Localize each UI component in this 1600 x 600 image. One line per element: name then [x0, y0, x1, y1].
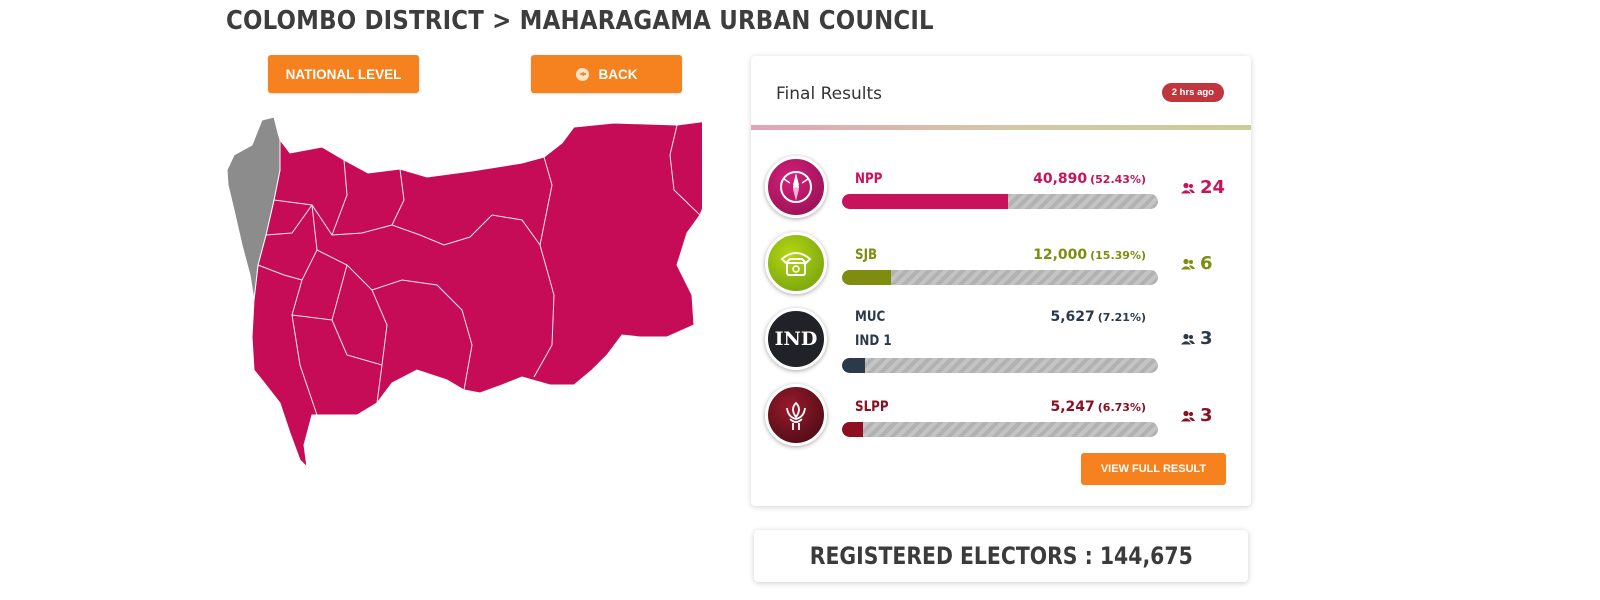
seat-count: 3: [1181, 328, 1213, 349]
registered-electors: REGISTERED ELECTORS : 144,675: [754, 530, 1248, 582]
seat-value: 24: [1200, 177, 1226, 198]
map-region-highlighted[interactable]: [251, 120, 702, 469]
slpp-lotus-icon: [765, 384, 827, 446]
vote-bar-fill: [842, 194, 1008, 209]
breadcrumb-council: MAHARAGAMA URBAN COUNCIL: [519, 6, 934, 36]
results-title: Final Results: [776, 84, 882, 104]
vote-count: 40,890: [1033, 171, 1088, 187]
vote-percentage: (7.21%): [1097, 311, 1146, 324]
card-divider: [751, 125, 1251, 130]
seat-count: 3: [1181, 405, 1213, 426]
party-name: NPP: [855, 171, 883, 187]
results-card: Final Results 2 hrs ago NPP 40,890 (52.43…: [751, 56, 1251, 506]
vote-bar: [842, 270, 1158, 285]
registered-electors-label: REGISTERED ELECTORS : 144,675: [809, 542, 1193, 570]
party-votes: 5,247 (6.73%): [1050, 399, 1146, 415]
party-name: SLPP: [855, 399, 889, 415]
party-subname: IND 1: [855, 333, 892, 349]
breadcrumb-district: COLOMBO DISTRICT: [226, 6, 485, 36]
view-full-result-button[interactable]: VIEW FULL RESULT: [1081, 453, 1226, 485]
back-arrow-icon: [575, 67, 589, 81]
party-row-sjb: SJB 12,000 (15.39%) 6: [751, 232, 1251, 302]
vote-bar-fill: [842, 358, 865, 373]
national-level-button[interactable]: NATIONAL LEVEL: [268, 55, 419, 93]
updated-badge: 2 hrs ago: [1161, 83, 1224, 102]
users-icon: [1181, 333, 1195, 344]
vote-bar-fill: [842, 270, 891, 285]
vote-bar: [842, 358, 1158, 373]
vote-percentage: (52.43%): [1090, 173, 1146, 186]
national-level-label: NATIONAL LEVEL: [285, 66, 402, 82]
npp-compass-icon: [765, 156, 827, 218]
ind-logo-text: IND: [774, 328, 818, 350]
back-button[interactable]: BACK: [531, 55, 682, 93]
party-row-npp: NPP 40,890 (52.43%) 24: [751, 156, 1251, 226]
users-icon: [1181, 258, 1195, 269]
seat-count: 6: [1181, 253, 1213, 274]
map-boundaries: [257, 124, 701, 416]
back-label: BACK: [598, 66, 638, 82]
vote-bar: [842, 194, 1158, 209]
seat-value: 3: [1200, 328, 1213, 349]
seat-value: 6: [1200, 253, 1213, 274]
party-row-muc: IND MUC IND 1 5,627 (7.21%) 3: [751, 308, 1251, 378]
vote-count: 5,627: [1050, 309, 1095, 325]
vote-percentage: (15.39%): [1090, 249, 1146, 262]
district-map: [226, 116, 702, 469]
party-row-slpp: SLPP 5,247 (6.73%) 3: [751, 384, 1251, 454]
vote-bar: [842, 422, 1158, 437]
party-name: MUC: [855, 309, 886, 325]
party-votes: 5,627 (7.21%): [1050, 309, 1146, 325]
seat-value: 3: [1200, 405, 1213, 426]
vote-percentage: (6.73%): [1097, 401, 1146, 414]
vote-count: 5,247: [1050, 399, 1095, 415]
map-region-other[interactable]: [226, 116, 281, 301]
ind-text-logo: IND: [765, 308, 827, 370]
party-votes: 12,000 (15.39%): [1033, 247, 1146, 263]
seat-count: 24: [1181, 177, 1225, 198]
breadcrumb-separator: >: [492, 6, 512, 36]
users-icon: [1181, 410, 1195, 421]
vote-count: 12,000: [1033, 247, 1088, 263]
party-votes: 40,890 (52.43%): [1033, 171, 1146, 187]
party-name: SJB: [855, 247, 878, 263]
users-icon: [1181, 182, 1195, 193]
sjb-telephone-icon: [765, 232, 827, 294]
vote-bar-fill: [842, 422, 864, 437]
page-title: COLOMBO DISTRICT > MAHARAGAMA URBAN COUN…: [226, 6, 934, 36]
